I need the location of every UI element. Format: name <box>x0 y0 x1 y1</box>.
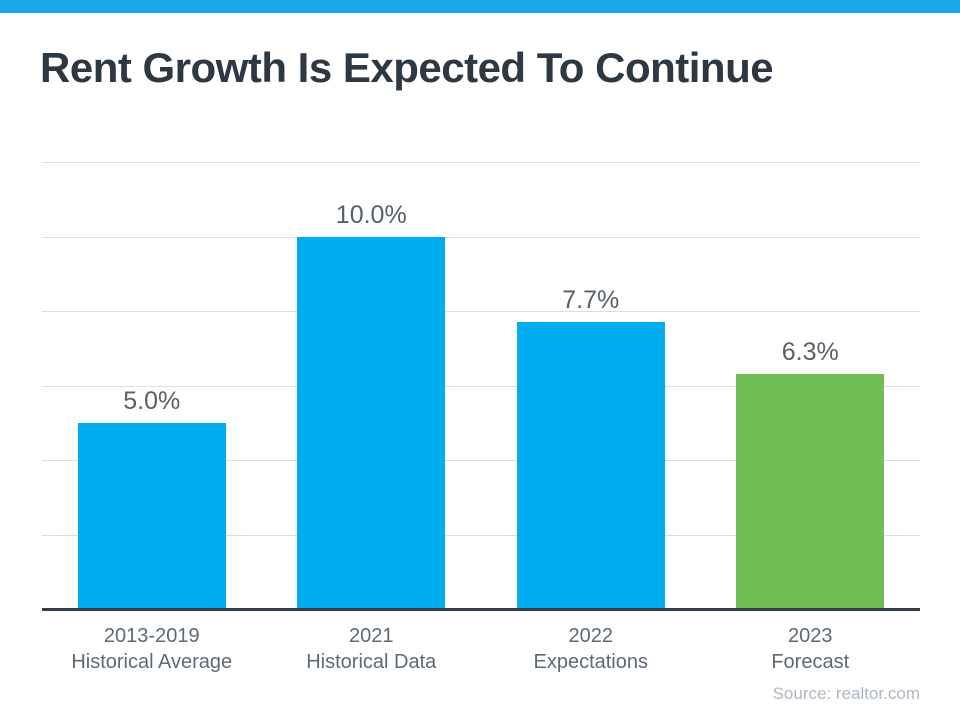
source-attribution: Source: realtor.com <box>772 684 920 703</box>
gridline <box>42 460 920 461</box>
gridline <box>42 311 920 312</box>
bar-value-label: 6.3% <box>781 338 839 367</box>
bar <box>736 374 885 609</box>
bar-slot: 5.0% <box>42 162 262 609</box>
chart-title: Rent Growth Is Expected To Continue <box>40 44 774 91</box>
gridline <box>42 162 920 163</box>
bar <box>297 236 446 609</box>
gridline <box>42 236 920 238</box>
category-label: 2023 Forecast <box>771 625 850 673</box>
bar <box>516 322 665 609</box>
bar-slot: 10.0% <box>262 162 482 609</box>
bar-slot: 6.3% <box>701 162 921 609</box>
category-label: 2021 Historical Data <box>306 625 437 673</box>
bar-value-label: 7.7% <box>562 286 620 315</box>
bar-value-label: 5.0% <box>123 386 181 415</box>
x-axis-category-labels: 2013-2019 Historical Average 2021 Historica… <box>42 623 920 683</box>
bar-slot: 7.7% <box>481 162 701 609</box>
bar <box>77 422 226 609</box>
gridline <box>42 534 920 536</box>
category-label: 2022 Expectations <box>533 625 648 673</box>
bar-value-label: 10.0% <box>335 200 407 229</box>
bar-chart-plot-area: 5.0% 10.0% 7.7% 6.3% <box>42 162 921 611</box>
top-accent-bar <box>0 0 960 13</box>
category-label: 2013-2019 Historical Average <box>71 625 233 673</box>
gridline <box>42 385 920 387</box>
x-axis-line <box>42 608 920 611</box>
